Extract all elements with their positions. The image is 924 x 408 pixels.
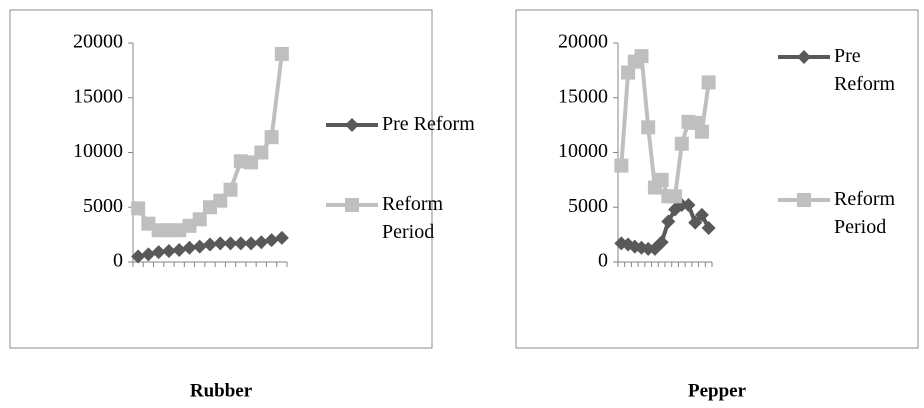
diamond-marker — [213, 236, 228, 251]
y-tick-label: 10000 — [73, 140, 123, 162]
square-marker — [621, 65, 636, 80]
diamond-marker — [233, 236, 248, 251]
chart-title: Rubber — [190, 380, 253, 401]
diamond-marker — [661, 214, 676, 229]
y-tick-label: 10000 — [558, 140, 608, 162]
legend-label: Pre Reform — [382, 113, 475, 135]
diamond-marker — [131, 249, 146, 264]
diamond-marker — [254, 235, 269, 250]
diamond-marker — [688, 215, 703, 230]
diamond-marker — [223, 236, 238, 251]
y-tick-label: 15000 — [73, 85, 123, 107]
square-marker — [274, 46, 289, 61]
y-tick-label: 20000 — [558, 31, 608, 53]
diamond-marker — [701, 221, 716, 236]
square-marker — [674, 136, 689, 151]
y-tick-label: 15000 — [558, 85, 608, 107]
square-marker — [668, 189, 683, 204]
chart-title: Pepper — [688, 380, 747, 401]
y-tick-label: 20000 — [73, 31, 123, 53]
diamond-marker — [694, 207, 709, 222]
y-tick-label: 0 — [598, 250, 608, 272]
square-marker — [264, 130, 279, 145]
diamond-marker — [244, 236, 259, 251]
diamond-marker — [345, 118, 359, 132]
square-marker — [213, 193, 228, 208]
diamond-marker — [192, 239, 207, 254]
diamond-marker — [172, 242, 187, 257]
y-tick-label: 5000 — [83, 195, 123, 217]
diamond-marker — [274, 230, 289, 245]
y-tick-label: 5000 — [568, 195, 608, 217]
square-marker — [797, 193, 811, 207]
diamond-marker — [797, 50, 811, 64]
diamond-marker — [161, 244, 176, 259]
square-marker — [614, 158, 629, 173]
square-marker — [701, 75, 716, 90]
diamond-marker — [151, 245, 166, 260]
diamond-marker — [681, 198, 696, 213]
square-marker — [223, 182, 238, 197]
diamond-marker — [182, 240, 197, 255]
chart-frame — [9, 9, 433, 349]
diamond-marker — [141, 247, 156, 262]
legend-label: Pre Reform — [834, 45, 896, 95]
square-marker — [345, 198, 359, 212]
square-marker — [641, 120, 656, 135]
square-marker — [131, 201, 146, 216]
square-marker — [634, 49, 649, 64]
y-tick-label: 0 — [113, 250, 123, 272]
diamond-marker — [654, 235, 669, 250]
diamond-marker — [264, 233, 279, 248]
legend-label: Reform Period — [834, 188, 900, 238]
chart-frame — [515, 9, 919, 349]
square-marker — [192, 212, 207, 227]
square-marker — [694, 124, 709, 139]
diamond-marker — [203, 237, 217, 252]
legend-label: Reform Period — [382, 193, 448, 243]
square-marker — [654, 172, 669, 187]
square-marker — [254, 145, 269, 160]
